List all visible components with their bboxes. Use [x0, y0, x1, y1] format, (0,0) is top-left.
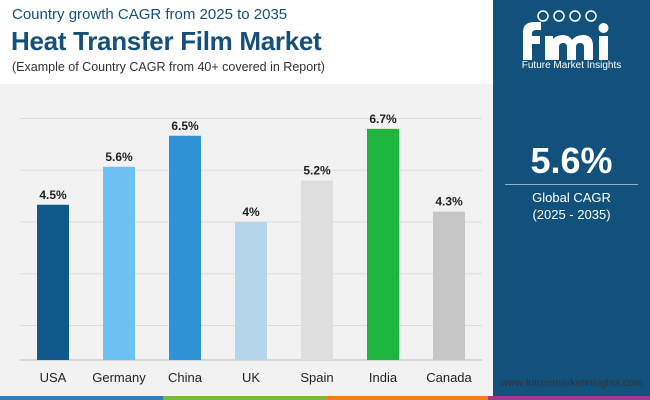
x-tick-label-germany: Germany	[92, 370, 146, 385]
website-link[interactable]: www.futuremarketinsights.com	[500, 377, 643, 389]
x-tick-label-china: China	[168, 370, 203, 385]
data-label-china: 6.5%	[171, 119, 199, 133]
bar-india	[367, 128, 399, 360]
bar-germany	[103, 166, 135, 360]
strip-segment	[162, 396, 325, 400]
bottom-color-strip	[0, 396, 650, 400]
chart-subtitle-top: Country growth CAGR from 2025 to 2035	[12, 6, 288, 23]
x-tick-label-india: India	[369, 370, 398, 385]
strip-segment	[487, 396, 650, 400]
chart-area: 4.5% USA 5.6% Germany 6.5% China 4% UK 5.2% Spain…	[0, 84, 493, 400]
header: Country growth CAGR from 2025 to 2035 He…	[0, 0, 493, 84]
bar-chart: 4.5% USA 5.6% Germany 6.5% China 4% UK 5.2% Spain…	[20, 112, 482, 385]
data-label-uk: 4%	[242, 205, 260, 219]
strip-segment	[0, 396, 163, 400]
chart-title: Heat Transfer Film Market	[11, 26, 322, 56]
chart-subtitle-bottom: (Example of Country CAGR from 40+ covere…	[12, 60, 325, 74]
data-label-india: 6.7%	[369, 112, 397, 126]
data-label-canada: 4.3%	[435, 195, 463, 209]
logo-text: Future Market Insights	[521, 60, 622, 71]
x-tick-label-canada: Canada	[426, 370, 472, 385]
data-label-usa: 4.5%	[39, 188, 67, 202]
global-cagr-label: Global CAGR	[532, 190, 611, 205]
bar-canada	[433, 211, 465, 360]
bar-usa	[37, 204, 69, 360]
strip-segment	[325, 396, 488, 400]
x-tick-label-uk: UK	[242, 370, 260, 385]
global-cagr-value: 5.6%	[530, 140, 613, 181]
bar-uk	[235, 222, 267, 360]
x-tick-label-usa: USA	[40, 370, 67, 385]
data-label-spain: 5.2%	[303, 164, 331, 178]
data-label-germany: 5.6%	[105, 150, 133, 164]
bar-china	[169, 135, 201, 360]
global-cagr-period: (2025 - 2035)	[532, 207, 611, 222]
x-tick-label-spain: Spain	[300, 370, 333, 385]
bar-spain	[301, 180, 333, 360]
sidebar-divider	[505, 184, 638, 185]
sidebar: Future Market Insights 5.6% Global CAGR …	[493, 0, 650, 400]
fmi-logo	[523, 10, 609, 60]
